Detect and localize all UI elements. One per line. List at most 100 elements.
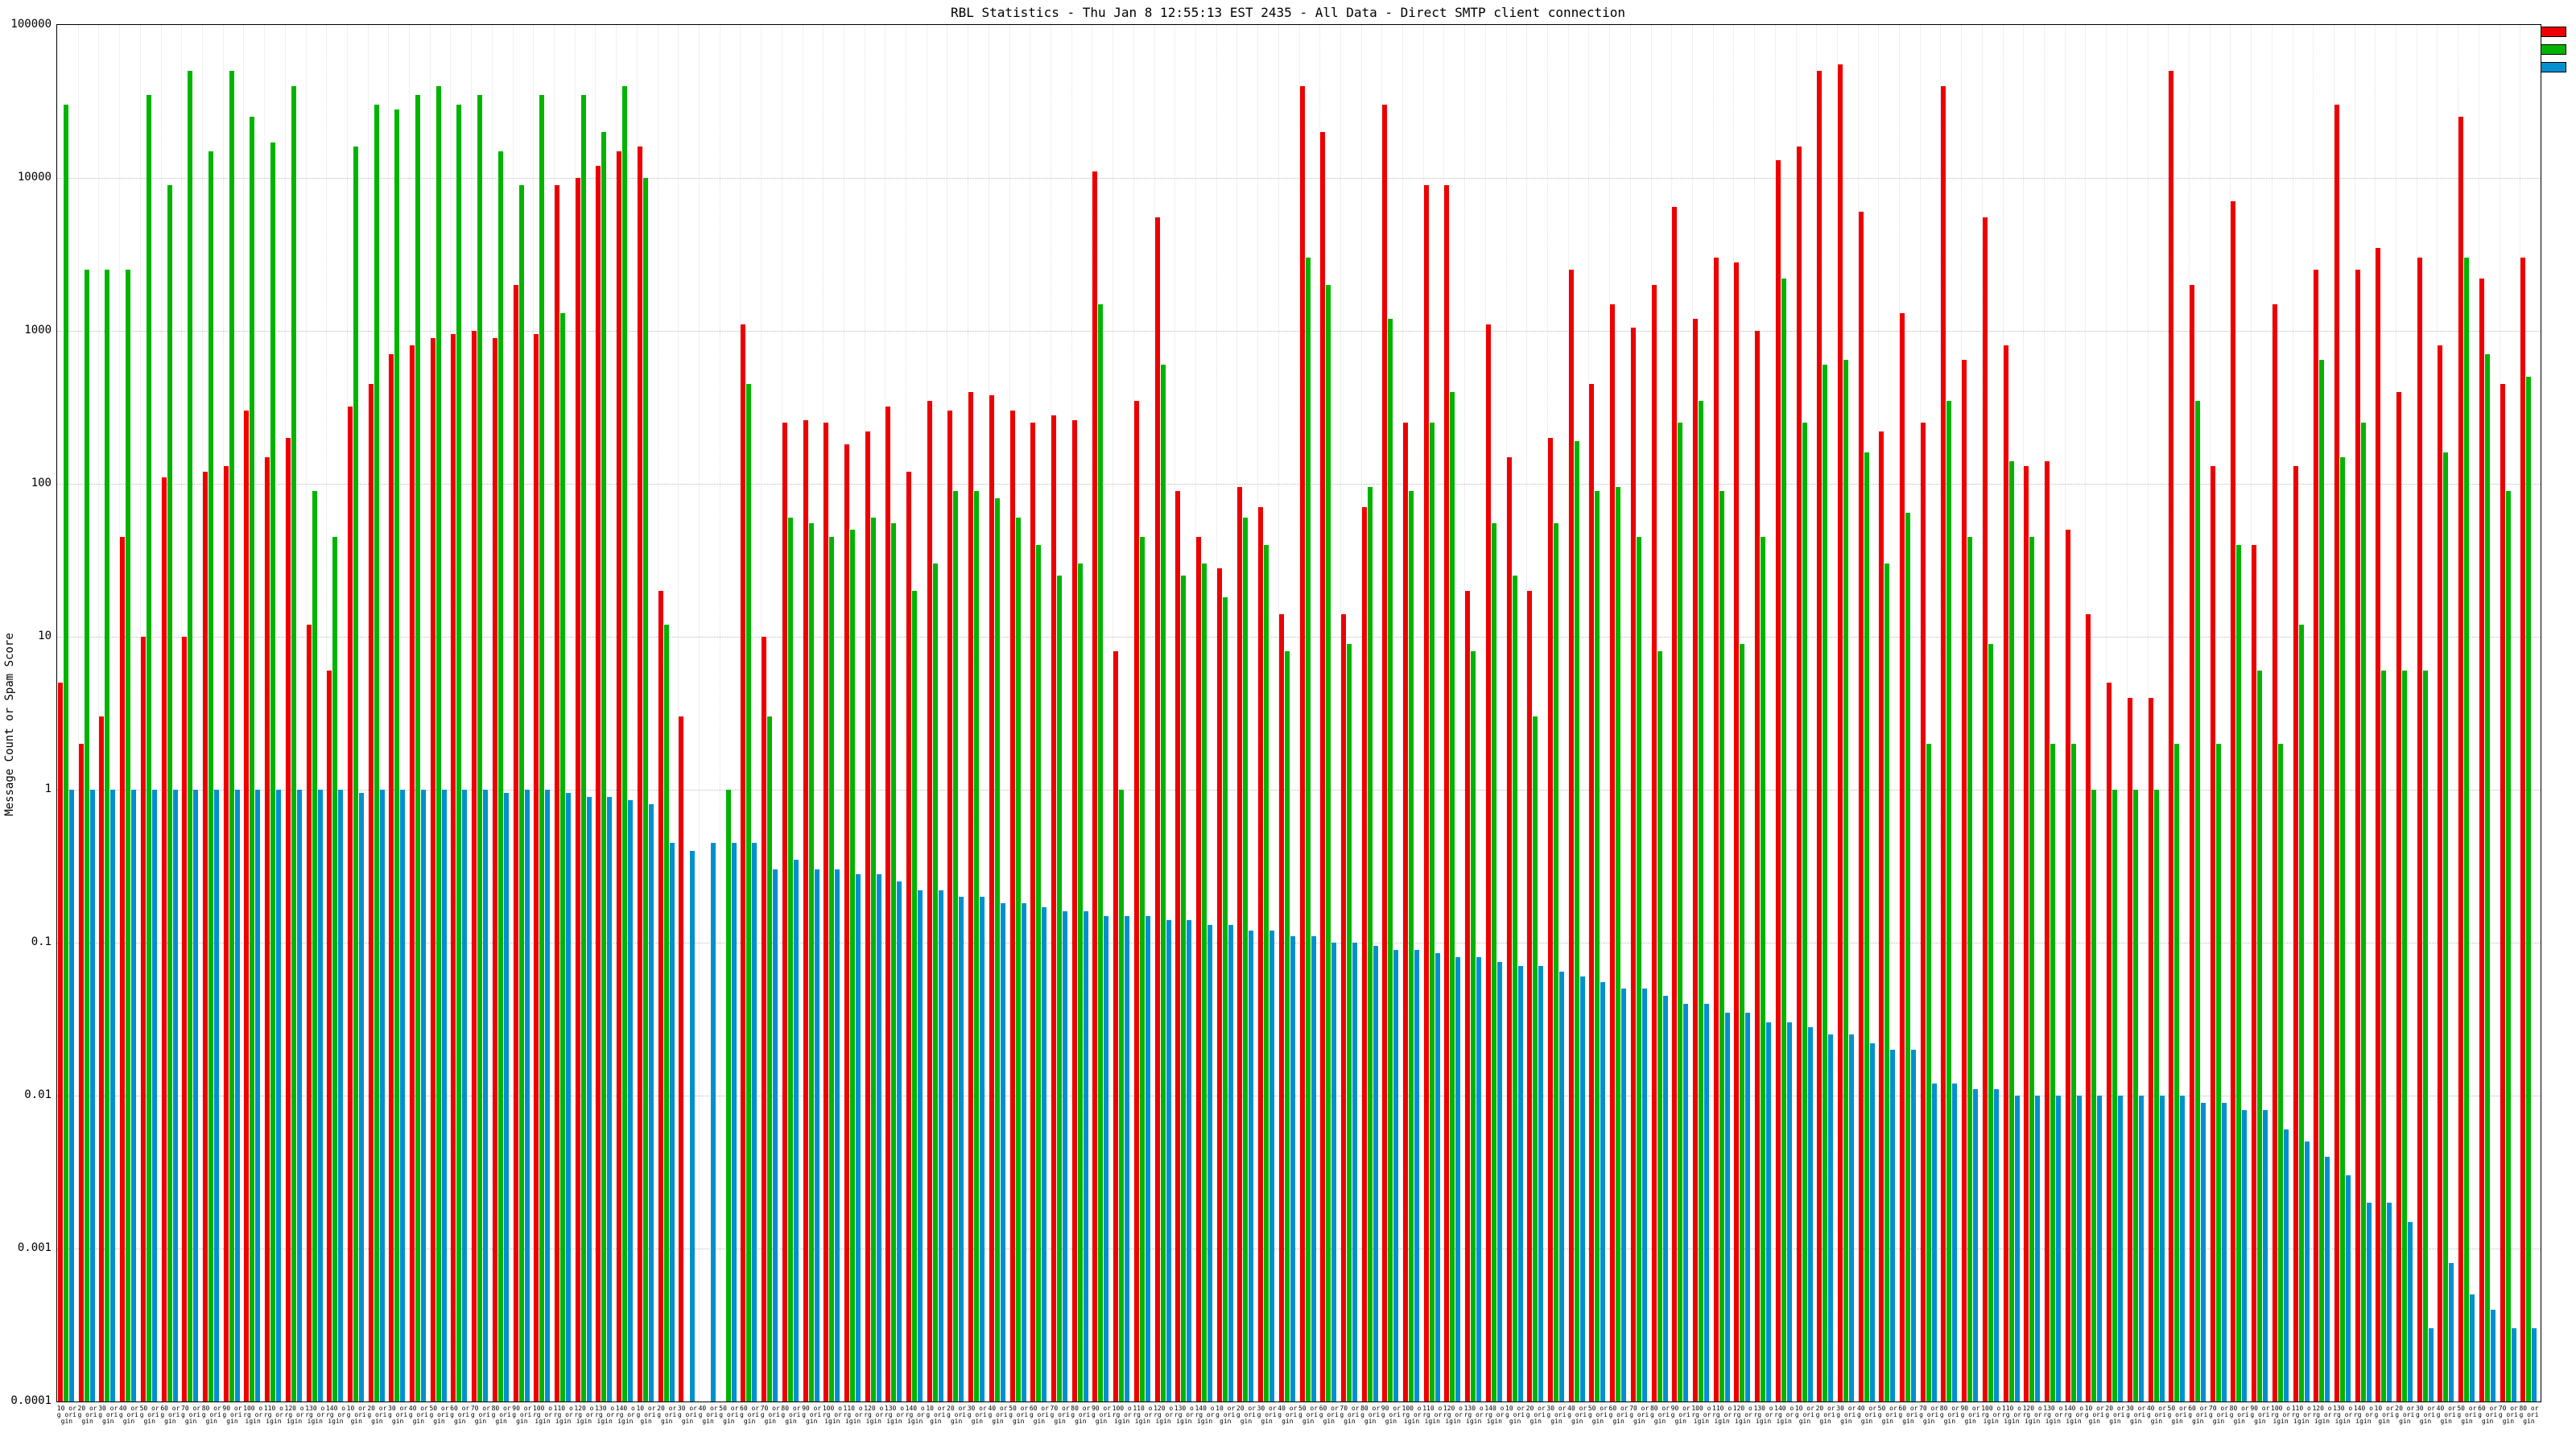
gridline-vertical xyxy=(554,25,555,1402)
bar-not-spam xyxy=(99,716,104,1402)
bar-score-0-1- xyxy=(2222,1103,2227,1402)
bar-spam xyxy=(2050,744,2055,1402)
bar-score-0-1- xyxy=(1952,1084,1957,1402)
bar-spam xyxy=(1926,744,1931,1402)
bar-score-0-1- xyxy=(297,790,302,1402)
bar-not-spam xyxy=(2149,698,2153,1402)
gridline-vertical xyxy=(1505,25,1507,1402)
bar-spam xyxy=(1306,258,1311,1402)
bar-score-0-1- xyxy=(110,790,115,1402)
bar-score-0-1- xyxy=(131,790,136,1402)
x-tick-label: 120 org origin xyxy=(1732,1405,1752,1425)
bar-score-0-1- xyxy=(1600,982,1605,1402)
bar-spam xyxy=(2174,744,2179,1402)
gridline-vertical xyxy=(2209,25,2211,1402)
bar-score-0-1- xyxy=(1787,1022,1792,1402)
x-tick-label: 50 org origin xyxy=(719,1405,739,1425)
bar-score-0-1- xyxy=(628,800,633,1402)
bar-score-0-1- xyxy=(1870,1043,1875,1402)
bar-score-0-1- xyxy=(2305,1141,2310,1402)
bar-not-spam xyxy=(803,420,808,1402)
gridline-vertical xyxy=(1836,25,1838,1402)
bar-score-0-1- xyxy=(69,790,74,1402)
bar-spam xyxy=(767,716,772,1402)
x-tick-label: 10 org origin xyxy=(346,1405,366,1425)
x-tick-label: 60 org origin xyxy=(160,1405,180,1425)
bar-score-0-1- xyxy=(1476,957,1481,1402)
x-tick-label: 50 org origin xyxy=(2457,1405,2477,1425)
bar-spam xyxy=(1078,564,1083,1402)
x-tick-label: 140 org origin xyxy=(325,1405,346,1425)
bar-not-spam xyxy=(782,423,787,1402)
x-tick-label: 30 org origin xyxy=(967,1405,987,1425)
bar-score-0-1- xyxy=(2532,1328,2537,1402)
x-tick-label: 80 org origin xyxy=(1939,1405,1959,1425)
bar-spam xyxy=(456,105,461,1402)
bar-score-0-1- xyxy=(794,860,799,1402)
x-tick-label: 70 org origin xyxy=(2498,1405,2518,1425)
bar-spam xyxy=(2506,491,2511,1402)
bar-score-0-1- xyxy=(462,790,467,1402)
x-tick-label: 140 org origin xyxy=(1195,1405,1215,1425)
bar-not-spam xyxy=(865,431,870,1402)
bar-spam xyxy=(601,132,606,1402)
bar-not-spam xyxy=(141,637,146,1402)
bar-not-spam xyxy=(1569,270,1574,1402)
bar-score-0-1- xyxy=(2284,1129,2289,1402)
bar-spam xyxy=(1946,401,1951,1402)
x-tick-label: 20 org origin xyxy=(77,1405,97,1425)
y-tick-label: 1000 xyxy=(24,324,52,336)
x-tick-label: 20 org origin xyxy=(947,1405,967,1425)
bar-score-0-1- xyxy=(2201,1103,2206,1402)
bar-not-spam xyxy=(1300,86,1305,1402)
gridline-vertical xyxy=(1671,25,1673,1402)
bar-score-0-1- xyxy=(587,797,592,1402)
bar-spam xyxy=(2381,671,2386,1402)
bar-score-0-1- xyxy=(2118,1096,2123,1402)
bar-spam xyxy=(1823,365,1827,1402)
bar-score-0-1- xyxy=(566,793,571,1402)
gridline-vertical xyxy=(1009,25,1010,1402)
gridline-vertical xyxy=(1154,25,1155,1402)
bar-not-spam xyxy=(1237,487,1242,1402)
x-tick-label: 90 org origin xyxy=(222,1405,242,1425)
x-tick-label: 10 org origin xyxy=(636,1405,656,1425)
bar-not-spam xyxy=(927,401,932,1402)
x-tick-label: 80 org origin xyxy=(1360,1405,1381,1425)
gridline-vertical xyxy=(2126,25,2128,1402)
bar-not-spam xyxy=(2045,461,2050,1402)
bar-score-0-1- xyxy=(1497,962,1502,1402)
bar-not-spam xyxy=(203,472,208,1402)
bar-score-0-1- xyxy=(711,843,716,1402)
x-tick-label: 10 org origin xyxy=(1216,1405,1236,1425)
bar-spam xyxy=(2278,744,2283,1402)
bar-score-0-1- xyxy=(2325,1157,2330,1402)
gridline-vertical xyxy=(1588,25,1590,1402)
x-tick-label: 20 org origin xyxy=(367,1405,387,1425)
x-tick-label: 80 org origin xyxy=(2229,1405,2249,1425)
bar-score-0-1- xyxy=(1208,925,1212,1402)
gridline-vertical xyxy=(1526,25,1528,1402)
bar-not-spam xyxy=(1175,491,1180,1402)
bar-not-spam xyxy=(1507,457,1512,1402)
bar-not-spam xyxy=(741,324,745,1402)
bar-not-spam xyxy=(762,637,766,1402)
x-tick-label: 20 org origin xyxy=(1815,1405,1835,1425)
gridline-vertical xyxy=(367,25,369,1402)
x-tick-label: 130 org origin xyxy=(884,1405,905,1425)
bar-not-spam xyxy=(79,744,84,1402)
bar-score-0-1- xyxy=(2512,1328,2516,1402)
bar-score-0-1- xyxy=(1414,950,1419,1402)
bar-spam xyxy=(105,270,109,1402)
bar-spam xyxy=(229,71,234,1402)
bar-not-spam xyxy=(224,466,229,1402)
bar-not-spam xyxy=(2396,392,2401,1402)
bar-not-spam xyxy=(989,395,994,1402)
bar-not-spam xyxy=(1859,212,1864,1402)
bar-spam xyxy=(1347,644,1352,1402)
bar-spam xyxy=(1430,423,1435,1402)
bar-not-spam xyxy=(2520,258,2525,1402)
x-tick-label: 120 org origin xyxy=(2312,1405,2332,1425)
bar-score-0-1- xyxy=(1166,920,1171,1402)
bar-not-spam xyxy=(1382,105,1387,1402)
